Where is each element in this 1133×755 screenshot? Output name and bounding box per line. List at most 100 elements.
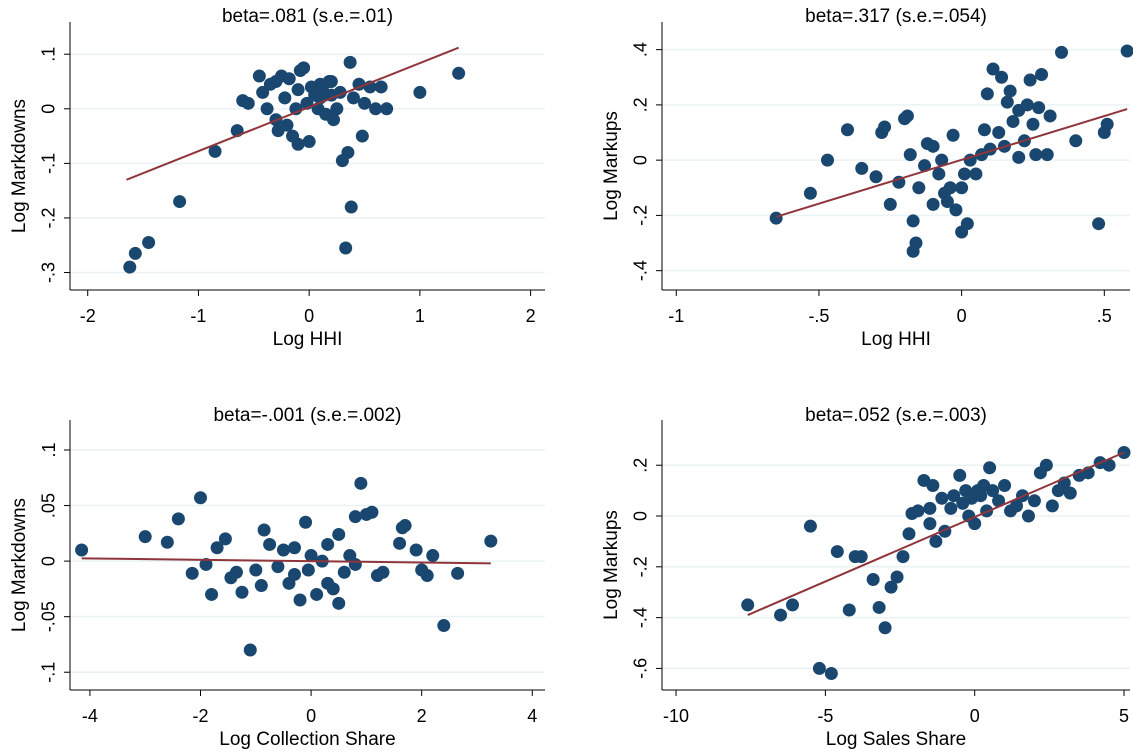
data-point (324, 74, 338, 88)
data-point (291, 137, 305, 151)
x-tick-label: 4 (527, 706, 537, 726)
data-point (293, 593, 307, 607)
data-point (955, 181, 969, 195)
data-point (906, 244, 920, 258)
data-point (194, 491, 208, 505)
data-point (288, 567, 302, 581)
data-point (1102, 458, 1116, 472)
data-point (1012, 150, 1026, 164)
data-point (842, 603, 856, 617)
data-point (803, 519, 817, 533)
data-point (420, 569, 434, 583)
data-point (229, 565, 243, 579)
data-point (1043, 109, 1057, 123)
data-point (374, 80, 388, 94)
data-point (741, 598, 755, 612)
data-point (903, 148, 917, 162)
data-point (185, 566, 199, 580)
data-point (210, 541, 224, 555)
data-point (884, 580, 898, 594)
data-point (1055, 45, 1069, 59)
data-point (812, 661, 826, 675)
x-tick-label: 2 (526, 306, 536, 326)
x-tick-label: 0 (970, 706, 980, 726)
data-point (341, 145, 355, 159)
data-point (878, 120, 892, 134)
data-point (243, 643, 257, 657)
data-point (218, 532, 232, 546)
data-point (352, 77, 366, 91)
data-point (301, 563, 315, 577)
data-point (929, 534, 943, 548)
data-point (1000, 95, 1014, 109)
data-point (343, 55, 357, 69)
data-point (365, 505, 379, 519)
x-axis-label: Log HHI (861, 329, 931, 350)
data-point (821, 153, 835, 167)
y-tick-label: .2 (631, 97, 651, 112)
data-point (171, 512, 185, 526)
chart-title: beta=.081 (s.e.=.01) (222, 6, 393, 27)
data-point (960, 217, 974, 231)
data-point (451, 566, 465, 580)
data-point (1023, 73, 1037, 87)
y-tick-label: 0 (39, 556, 59, 566)
x-tick-label: 0 (304, 306, 314, 326)
x-tick-label: .5 (1097, 306, 1112, 326)
x-tick-label: 0 (306, 706, 316, 726)
data-point (803, 186, 817, 200)
y-tick-label: 0 (39, 104, 59, 114)
data-point (299, 515, 313, 529)
data-point (291, 83, 305, 97)
data-point (918, 159, 932, 173)
data-point (339, 241, 353, 255)
data-point (900, 109, 914, 123)
x-axis-label: Log Sales Share (826, 729, 967, 750)
y-tick-label: .1 (39, 442, 59, 457)
data-point (123, 260, 137, 274)
data-point (205, 587, 219, 601)
x-tick-label: -2 (192, 706, 208, 726)
data-point (944, 501, 958, 515)
data-point (330, 102, 344, 116)
data-point (380, 102, 394, 116)
data-point (160, 535, 174, 549)
data-point (957, 167, 971, 181)
data-point (774, 608, 788, 622)
data-point (878, 621, 892, 635)
chart-title: beta=.317 (s.e.=.054) (805, 6, 987, 27)
y-axis-label: Log Markups (601, 510, 622, 620)
data-point (278, 91, 292, 105)
data-point (855, 161, 869, 175)
data-point (337, 565, 351, 579)
data-point (310, 587, 324, 601)
data-point (260, 102, 274, 116)
data-point (1026, 117, 1040, 131)
data-point (271, 560, 285, 574)
data-point (854, 550, 868, 564)
data-point (1003, 84, 1017, 98)
data-point (986, 484, 1000, 498)
fit-line (747, 451, 1125, 616)
data-point (358, 96, 372, 110)
data-point (1020, 98, 1034, 112)
data-point (1027, 494, 1041, 508)
y-tick-label: -.4 (631, 260, 651, 281)
y-tick-label: -.05 (39, 601, 59, 632)
x-tick-label: -.5 (808, 306, 829, 326)
x-tick-label: -1 (190, 306, 206, 326)
data-point (208, 144, 222, 158)
data-point (354, 476, 368, 490)
fit-line (81, 557, 491, 565)
data-point (302, 135, 316, 149)
data-point (906, 214, 920, 228)
data-point (977, 123, 991, 137)
data-point (983, 461, 997, 475)
data-point (256, 85, 270, 99)
data-point (992, 126, 1006, 140)
y-tick-label: .4 (631, 42, 651, 57)
data-point (926, 479, 940, 493)
y-tick-label: -.2 (39, 207, 59, 228)
data-point (249, 563, 263, 577)
data-point (940, 195, 954, 209)
